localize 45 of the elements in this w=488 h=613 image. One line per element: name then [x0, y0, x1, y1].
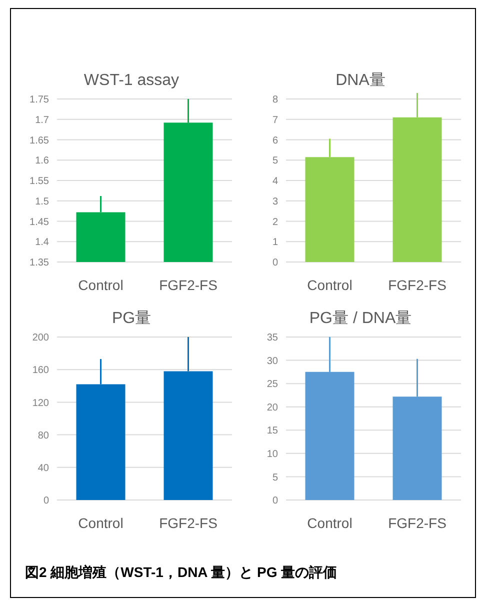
y-tick-label: 1.75 [30, 94, 50, 106]
y-tick-label: 160 [32, 365, 50, 376]
y-tick-label: 10 [266, 448, 278, 460]
y-tick-label: 0 [272, 496, 278, 507]
y-tick-label: 80 [38, 430, 50, 442]
y-tick-label: 20 [266, 402, 278, 414]
x-tick-label: Control [307, 276, 352, 293]
caption: 図2 細胞増殖（WST-1，DNA 量）と PG 量の評価 [25, 564, 338, 582]
y-tick-label: 1.4 [35, 237, 50, 248]
x-tick-label: FGF2-FS [159, 276, 218, 293]
y-tick-label: 25 [266, 379, 278, 390]
y-tick-label: 1.5 [35, 196, 50, 208]
y-tick-label: 30 [266, 356, 278, 367]
y-tick-label: 5 [272, 156, 278, 167]
y-tick-label: 1.65 [30, 135, 50, 146]
y-tick-label: 0 [43, 496, 50, 507]
y-tick-label: 1.55 [30, 176, 50, 188]
y-tick-label: 200 [32, 332, 50, 344]
chart-title: DNA量 [334, 71, 386, 91]
y-tick-label: 8 [272, 94, 278, 106]
x-tick-label: Control [307, 514, 352, 531]
x-tick-label: Control [78, 514, 124, 531]
x-tick-label: FGF2-FS [388, 514, 446, 531]
y-tick-label: 15 [266, 426, 278, 437]
y-tick-label: 40 [38, 462, 50, 474]
y-tick-label: 7 [272, 114, 278, 126]
y-tick-label: 120 [32, 398, 50, 409]
y-tick-label: 1.35 [30, 258, 50, 269]
y-tick-label: 1.45 [30, 216, 50, 228]
y-tick-label: 0 [272, 258, 278, 269]
x-tick-label: FGF2-FS [388, 276, 446, 293]
y-tick-label: 5 [272, 472, 278, 484]
y-tick-label: 3 [272, 196, 278, 208]
y-tick-label: 35 [266, 332, 278, 344]
y-tick-label: 2 [272, 216, 278, 228]
x-tick-label: FGF2-FS [159, 514, 218, 531]
y-tick-label: 1.6 [35, 156, 50, 167]
y-tick-label: 4 [272, 176, 278, 188]
chart-title: PG量 [110, 309, 152, 329]
y-tick-label: 1.7 [35, 114, 50, 126]
y-tick-label: 6 [272, 135, 278, 146]
x-tick-label: Control [78, 276, 124, 293]
chart-title: WST-1 assay [82, 71, 180, 91]
y-tick-label: 1 [272, 237, 278, 248]
chart-title: PG量 / DNA量 [308, 309, 413, 329]
